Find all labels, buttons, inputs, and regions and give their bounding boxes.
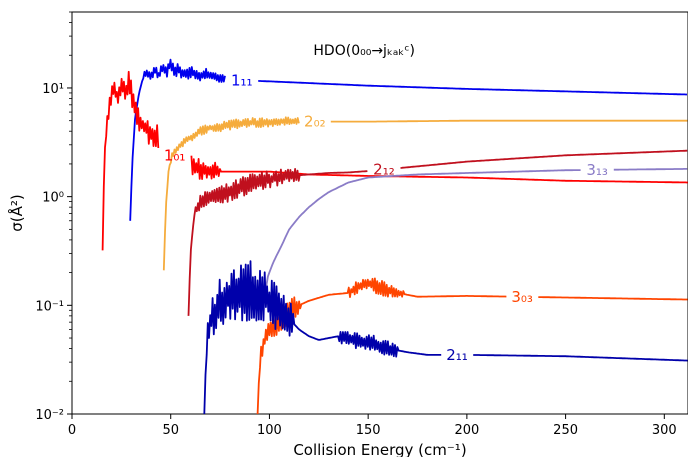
x-tick-label: 250 bbox=[553, 423, 578, 438]
series-line-0-0 bbox=[129, 58, 226, 221]
x-tick-label: 150 bbox=[356, 423, 381, 438]
series-line-4-1 bbox=[613, 168, 688, 171]
x-tick-label: 50 bbox=[162, 423, 179, 438]
x-axis: 0 50 100 150 200 250 300 bbox=[68, 414, 677, 438]
y-axis-label: σ(Å²) bbox=[7, 194, 26, 232]
x-tick-label: 100 bbox=[257, 423, 282, 438]
series-label-6: 2₁₁ bbox=[446, 346, 468, 364]
y-axis: 10⁻² 10⁻¹ 10⁰ 10¹ bbox=[35, 11, 72, 423]
series-line-6-1 bbox=[473, 354, 688, 362]
series-line-1-0 bbox=[162, 116, 300, 271]
series-label-0: 1₁₁ bbox=[231, 71, 253, 89]
y-tick-label: 10⁰ bbox=[42, 191, 64, 206]
y-tick-label: 10⁻² bbox=[35, 408, 64, 423]
series-line-1-1 bbox=[330, 119, 688, 123]
x-tick-label: 0 bbox=[68, 423, 76, 438]
series-group bbox=[101, 58, 688, 414]
series-line-2-1 bbox=[190, 155, 688, 184]
y-tick-label: 10¹ bbox=[42, 82, 64, 97]
series-line-4-0 bbox=[264, 169, 581, 294]
series-line-3-0 bbox=[187, 168, 368, 316]
chart-annotation: HDO(0₀₀→jₖₐₖᶜ) bbox=[313, 43, 415, 59]
series-label-5: 3₀₃ bbox=[511, 288, 533, 306]
x-tick-label: 300 bbox=[652, 423, 677, 438]
series-line-5-0 bbox=[256, 277, 507, 414]
series-label-1: 2₀₂ bbox=[304, 113, 326, 131]
series-line-0-1 bbox=[258, 80, 687, 96]
series-label-4: 3₁₃ bbox=[586, 161, 608, 179]
series-line-5-1 bbox=[538, 296, 688, 301]
series-line-6-0 bbox=[203, 260, 442, 414]
y-tick-label: 10⁻¹ bbox=[35, 299, 64, 314]
x-axis-label: Collision Energy (cm⁻¹) bbox=[293, 441, 466, 457]
series-label-2: 1₀₁ bbox=[164, 146, 186, 164]
x-tick-label: 200 bbox=[454, 423, 479, 438]
series-label-3: 2₁₂ bbox=[373, 161, 395, 179]
series-line-2-0 bbox=[101, 70, 160, 251]
plot-frame bbox=[71, 11, 688, 415]
series-line-3-1 bbox=[400, 149, 688, 169]
